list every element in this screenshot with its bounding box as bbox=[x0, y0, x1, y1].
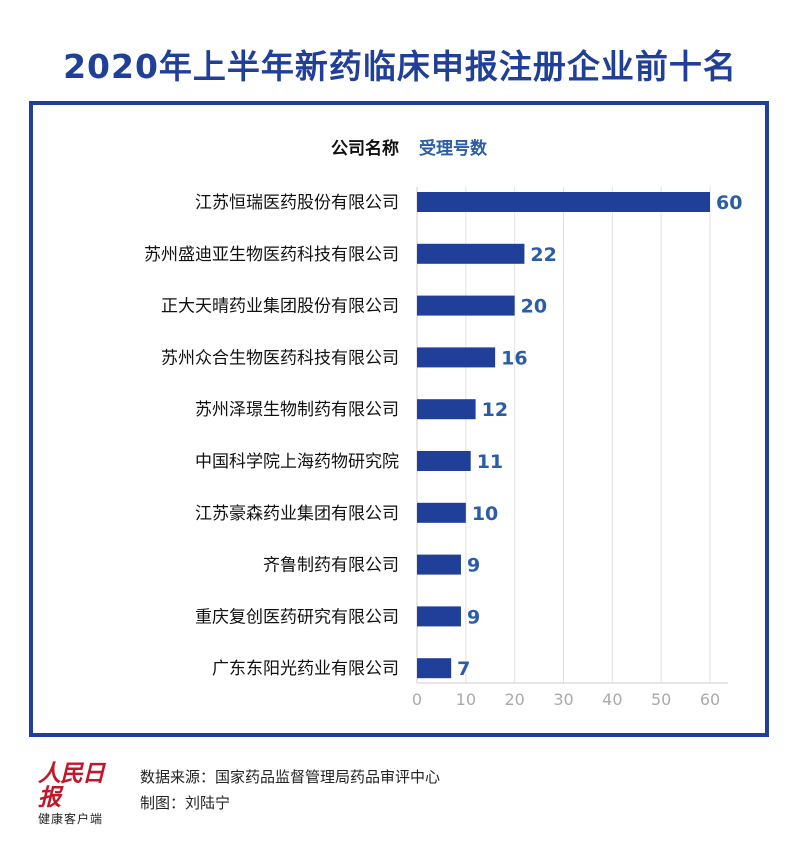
bar-value-label: 11 bbox=[477, 451, 503, 473]
category-label: 江苏恒瑞医药股份有限公司 bbox=[195, 193, 399, 213]
header-company: 公司名称 bbox=[331, 138, 399, 159]
bar-value-label: 9 bbox=[467, 555, 480, 577]
bar-value-label: 20 bbox=[521, 296, 547, 318]
x-tick-label: 30 bbox=[553, 690, 573, 709]
header-value: 受理号数 bbox=[419, 138, 488, 159]
bar-chart: 公司名称 受理号数 0 10 20 30 40 50 60 江苏恒瑞医药股份有限公司 60 苏州盛迪亚… bbox=[144, 138, 742, 709]
logo-sub-text: 健康客户端 bbox=[38, 812, 104, 826]
bar bbox=[417, 347, 496, 368]
bar bbox=[417, 192, 710, 212]
source-text: 数据来源：国家药品监督管理局药品审评中心 bbox=[140, 768, 441, 786]
bar bbox=[417, 451, 471, 471]
category-label: 苏州盛迪亚生物医药科技有限公司 bbox=[144, 245, 399, 265]
bar-value-label: 22 bbox=[530, 244, 556, 266]
category-label: 苏州众合生物医药科技有限公司 bbox=[161, 348, 399, 368]
source-block: 数据来源：国家药品监督管理局药品审评中心 制图：刘陆宁 bbox=[140, 764, 440, 816]
x-tick-label: 20 bbox=[504, 690, 524, 709]
bar bbox=[417, 658, 452, 679]
bar bbox=[417, 554, 461, 575]
x-tick-label: 60 bbox=[700, 690, 720, 709]
bar bbox=[417, 295, 515, 316]
category-label: 齐鲁制药有限公司 bbox=[263, 556, 399, 576]
chart-frame: 公司名称 受理号数 0 10 20 30 40 50 60 江苏恒瑞医药股份有限公司 60 苏州盛迪亚… bbox=[29, 101, 769, 737]
category-label: 广东东阳光药业有限公司 bbox=[212, 659, 399, 679]
bar-value-label: 16 bbox=[501, 347, 527, 369]
x-tick-label: 0 bbox=[412, 690, 422, 709]
author-text: 制图：刘陆宁 bbox=[140, 794, 231, 812]
chart-title: 2020年上半年新药临床申报注册企业前十名 bbox=[63, 47, 737, 86]
bar bbox=[417, 399, 476, 420]
bar bbox=[417, 502, 466, 523]
category-label: 苏州泽璟生物制药有限公司 bbox=[195, 400, 399, 420]
category-label: 中国科学院上海药物研究院 bbox=[195, 452, 399, 472]
bar-value-label: 10 bbox=[472, 503, 498, 525]
x-tick-label: 50 bbox=[651, 690, 671, 709]
bar-value-label: 12 bbox=[482, 399, 508, 421]
logo-main-text: 人民日报 bbox=[38, 760, 105, 811]
x-tick-label: 40 bbox=[602, 690, 622, 709]
bar bbox=[417, 243, 525, 264]
logo: 人民日报 健康客户端 bbox=[38, 762, 118, 828]
category-label: 正大天晴药业集团股份有限公司 bbox=[161, 297, 399, 317]
bar-value-label: 60 bbox=[716, 192, 742, 214]
bar-value-label: 9 bbox=[467, 606, 480, 628]
bar bbox=[417, 606, 461, 627]
category-label: 江苏豪森药业集团有限公司 bbox=[195, 503, 399, 524]
bar-value-label: 7 bbox=[457, 658, 470, 680]
category-label: 重庆复创医药研究有限公司 bbox=[195, 607, 399, 627]
x-tick-label: 10 bbox=[456, 690, 476, 709]
